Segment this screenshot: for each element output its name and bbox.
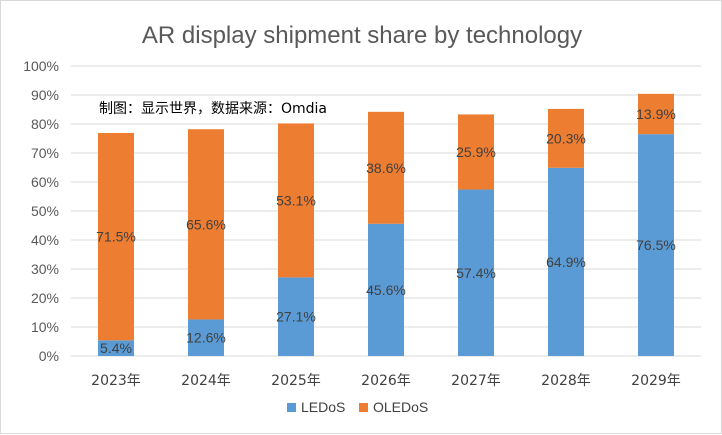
y-tick-label: 50% [31,203,59,219]
x-tick-label: 2029年 [631,373,681,389]
bar-ledos-0 [98,340,134,356]
y-tick-label: 0% [39,348,59,364]
legend-swatch-oledos [359,403,368,412]
data-label-oledos-6: 13.9% [636,106,676,122]
bars [98,93,674,356]
source-annotation: 制图：显示世界，数据来源：Omdia [99,101,327,117]
x-tick-label: 2028年 [541,373,591,389]
chart-title: AR display shipment share by technology [142,22,582,49]
y-tick-label: 10% [31,319,59,335]
y-tick-label: 30% [31,261,59,277]
data-label-oledos-4: 25.9% [456,144,496,160]
legend: LEDoS OLEDoS [287,399,428,415]
data-label-ledos-6: 76.5% [636,237,676,253]
y-tick-label: 40% [31,232,59,248]
data-label-oledos-3: 38.6% [366,160,406,176]
bar-oledos-0 [98,132,134,341]
legend-label-oledos: OLEDoS [373,399,428,415]
legend-label-ledos: LEDoS [301,399,345,415]
legend-swatch-ledos [287,403,296,412]
data-label-ledos-3: 45.6% [366,282,406,298]
bar-oledos-6 [638,93,674,135]
bar-oledos-2 [278,123,314,278]
y-tick-label: 80% [31,116,59,132]
x-tick-label: 2023年 [91,373,141,389]
bar-oledos-5 [548,108,584,168]
y-tick-label: 20% [31,290,59,306]
y-axis: 0% 10% 20% 30% 40% 50% 60% 70% 80% 90% 100% [23,58,59,364]
x-tick-label: 2025年 [271,373,321,389]
bar-oledos-4 [458,114,494,190]
y-tick-label: 60% [31,174,59,190]
x-tick-label: 2024年 [181,373,231,389]
data-label-oledos-5: 20.3% [546,130,586,146]
data-label-oledos-2: 53.1% [276,192,316,208]
bar-oledos-3 [368,111,404,224]
data-label-ledos-2: 27.1% [276,309,316,325]
bar-ledos-6 [638,134,674,356]
x-tick-label: 2027年 [451,373,501,389]
data-label-ledos-1: 12.6% [186,330,226,346]
x-tick-label: 2026年 [361,373,411,389]
bar-ledos-5 [548,167,584,356]
data-label-oledos-1: 65.6% [186,216,226,232]
bar-oledos-1 [188,129,224,320]
data-label-ledos-4: 57.4% [456,265,496,281]
data-label-ledos-0: 5.4% [100,340,132,356]
bar-ledos-2 [278,277,314,356]
bar-ledos-3 [368,223,404,356]
bar-ledos-1 [188,319,224,356]
data-label-ledos-5: 64.9% [546,254,586,270]
y-tick-label: 100% [23,58,59,74]
x-axis: 2023年 2024年 2025年 2026年 2027年 2028年 2029年 [91,373,681,389]
y-tick-label: 90% [31,87,59,103]
data-labels: 5.4% 71.5% 12.6% 65.6% 27.1% 53.1% 45.6% 38.6% 5… [96,106,676,356]
data-label-oledos-0: 71.5% [96,229,136,245]
y-tick-label: 70% [31,145,59,161]
bar-ledos-4 [458,189,494,356]
